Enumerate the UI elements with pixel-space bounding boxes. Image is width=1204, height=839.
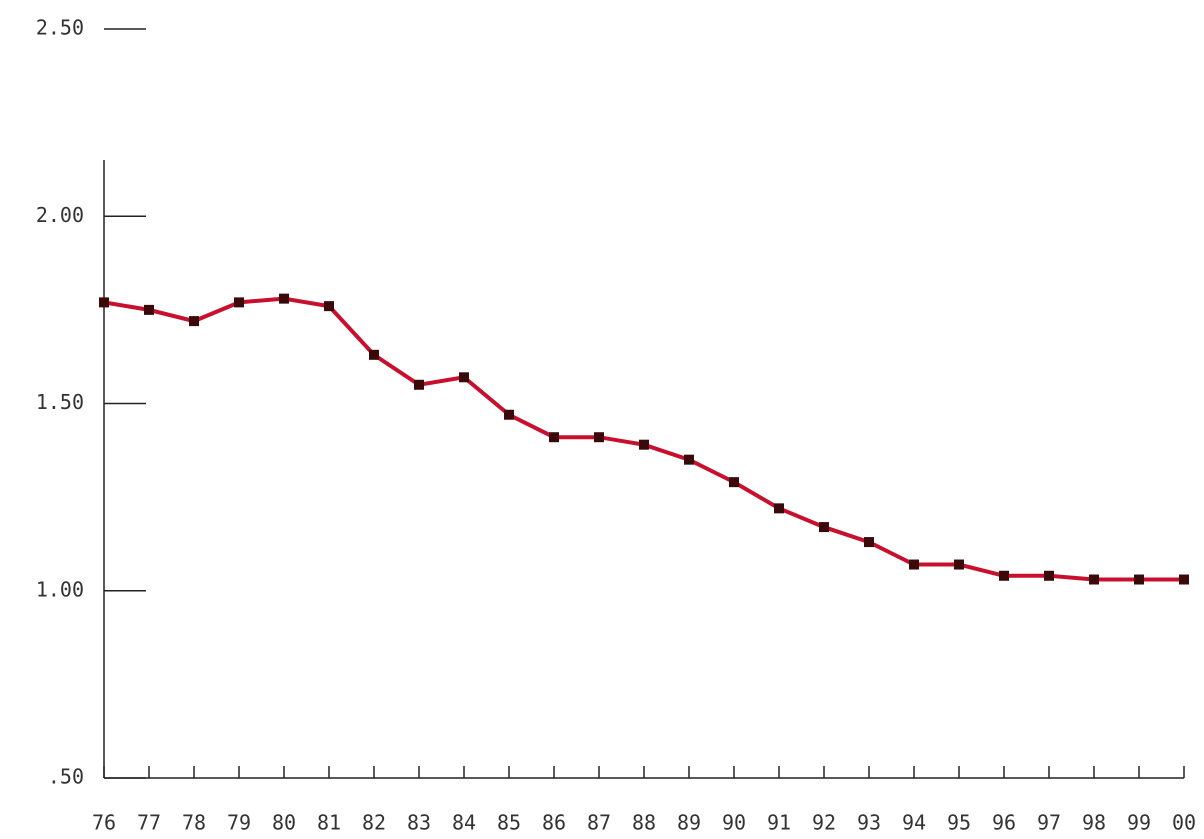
point-marker — [999, 570, 1009, 581]
x-tick-label: 84 — [452, 811, 476, 835]
x-tick-label: 82 — [362, 811, 386, 835]
point-marker — [324, 301, 334, 312]
x-tick-label: 89 — [677, 811, 701, 835]
x-tick-label: 93 — [857, 811, 881, 835]
x-tick-label: 91 — [767, 811, 791, 835]
x-tick-label: 78 — [182, 811, 206, 835]
point-marker — [189, 316, 199, 327]
x-tick-label: 87 — [587, 811, 611, 835]
point-marker — [504, 409, 514, 420]
x-tick-label: 96 — [992, 811, 1016, 835]
point-marker — [684, 454, 694, 465]
point-marker — [549, 432, 559, 443]
x-tick-label: 95 — [947, 811, 971, 835]
point-marker — [234, 297, 244, 308]
point-marker — [99, 297, 109, 308]
point-marker — [819, 522, 829, 533]
point-marker — [369, 349, 379, 360]
x-tick-label: 97 — [1037, 811, 1061, 835]
x-tick-label: 94 — [902, 811, 926, 835]
y-tick-label: 1.00 — [36, 577, 84, 601]
point-marker — [864, 537, 874, 548]
x-tick-label: 86 — [542, 811, 566, 835]
x-tick-label: 85 — [497, 811, 521, 835]
x-tick-label: 00 — [1172, 811, 1196, 835]
x-tick-label: 90 — [722, 811, 746, 835]
point-marker — [459, 372, 469, 383]
point-marker — [594, 432, 604, 443]
x-tick-label: 92 — [812, 811, 836, 835]
point-marker — [954, 559, 964, 570]
point-marker — [774, 503, 784, 514]
point-marker — [1044, 570, 1054, 581]
x-tick-label: 83 — [407, 811, 431, 835]
point-marker — [729, 477, 739, 488]
point-marker — [1134, 574, 1144, 585]
point-marker — [1089, 574, 1099, 585]
x-tick-label: 98 — [1082, 811, 1106, 835]
point-marker — [414, 379, 424, 390]
point-marker — [1179, 574, 1189, 585]
x-tick-label: 77 — [137, 811, 161, 835]
x-tick-label: 88 — [632, 811, 656, 835]
x-tick-label: 79 — [227, 811, 251, 835]
y-tick-label: 2.00 — [36, 203, 84, 227]
point-marker — [279, 293, 289, 304]
point-marker — [909, 559, 919, 570]
x-tick-label: 81 — [317, 811, 341, 835]
x-tick-label: 76 — [92, 811, 116, 835]
x-tick-label: 80 — [272, 811, 296, 835]
y-tick-label: .50 — [48, 765, 84, 789]
point-marker — [639, 439, 649, 450]
y-tick-label: 1.50 — [36, 390, 84, 414]
x-tick-label: 99 — [1127, 811, 1151, 835]
point-marker — [144, 304, 154, 315]
series-line — [103, 296, 1184, 582]
y-tick-label: 2.50 — [36, 16, 84, 40]
